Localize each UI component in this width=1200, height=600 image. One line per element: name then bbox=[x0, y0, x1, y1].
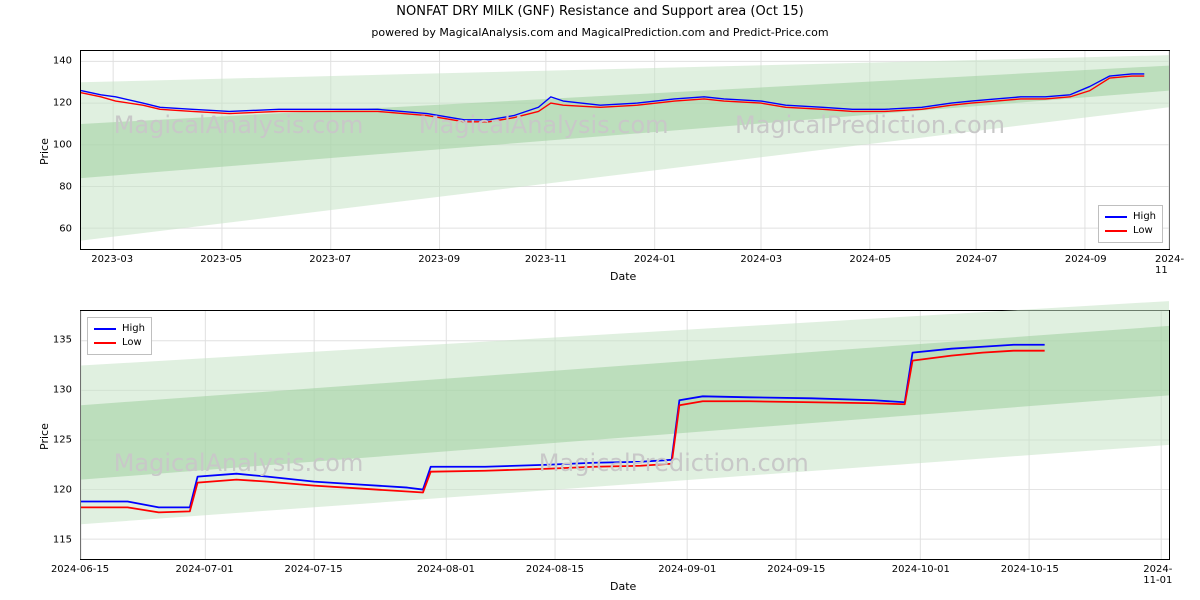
xtick-label: 2024-11 bbox=[1155, 254, 1185, 276]
y-axis-label: Price bbox=[38, 138, 51, 165]
legend: HighLow bbox=[87, 317, 152, 355]
legend-swatch bbox=[1105, 216, 1127, 218]
xtick-label: 2024-09-15 bbox=[767, 564, 825, 575]
x-axis-label: Date bbox=[610, 270, 636, 283]
figure: NONFAT DRY MILK (GNF) Resistance and Sup… bbox=[0, 0, 1200, 600]
y-axis-label: Price bbox=[38, 423, 51, 450]
xtick-label: 2023-07 bbox=[309, 254, 351, 265]
xtick-label: 2024-08-15 bbox=[526, 564, 584, 575]
legend-label: High bbox=[122, 322, 145, 336]
figure-title: NONFAT DRY MILK (GNF) Resistance and Sup… bbox=[0, 4, 1200, 19]
xtick-label: 2024-09-01 bbox=[658, 564, 716, 575]
legend-label: Low bbox=[1133, 224, 1153, 238]
chart-panel-bottom: MagicalAnalysis.comMagicalPrediction.com… bbox=[80, 310, 1170, 560]
legend-swatch bbox=[1105, 230, 1127, 232]
xtick-label: 2023-03 bbox=[91, 254, 133, 265]
xtick-label: 2024-09 bbox=[1065, 254, 1107, 265]
legend: HighLow bbox=[1098, 205, 1163, 243]
xtick-label: 2023-05 bbox=[200, 254, 242, 265]
xtick-label: 2024-08-01 bbox=[417, 564, 475, 575]
legend-label: High bbox=[1133, 210, 1156, 224]
xtick-label: 2024-10-01 bbox=[892, 564, 950, 575]
xtick-label: 2024-10-15 bbox=[1001, 564, 1059, 575]
legend-entry: High bbox=[1105, 210, 1156, 224]
legend-entry: High bbox=[94, 322, 145, 336]
xtick-label: 2024-07-01 bbox=[176, 564, 234, 575]
xtick-label: 2024-03 bbox=[740, 254, 782, 265]
xtick-label: 2024-06-15 bbox=[51, 564, 109, 575]
legend-entry: Low bbox=[94, 336, 145, 350]
legend-swatch bbox=[94, 328, 116, 330]
x-axis-label: Date bbox=[610, 580, 636, 593]
legend-label: Low bbox=[122, 336, 142, 350]
chart-panel-top: MagicalAnalysis.comMagicalAnalysis.comMa… bbox=[80, 50, 1170, 250]
xtick-label: 2024-05 bbox=[849, 254, 891, 265]
xtick-label: 2023-09 bbox=[418, 254, 460, 265]
legend-entry: Low bbox=[1105, 224, 1156, 238]
xtick-label: 2024-07-15 bbox=[285, 564, 343, 575]
xtick-label: 2024-07 bbox=[956, 254, 998, 265]
xtick-label: 2024-11-01 bbox=[1143, 564, 1181, 586]
figure-subtitle: powered by MagicalAnalysis.com and Magic… bbox=[0, 26, 1200, 39]
legend-swatch bbox=[94, 342, 116, 344]
xtick-label: 2023-11 bbox=[525, 254, 567, 265]
xtick-label: 2024-01 bbox=[634, 254, 676, 265]
